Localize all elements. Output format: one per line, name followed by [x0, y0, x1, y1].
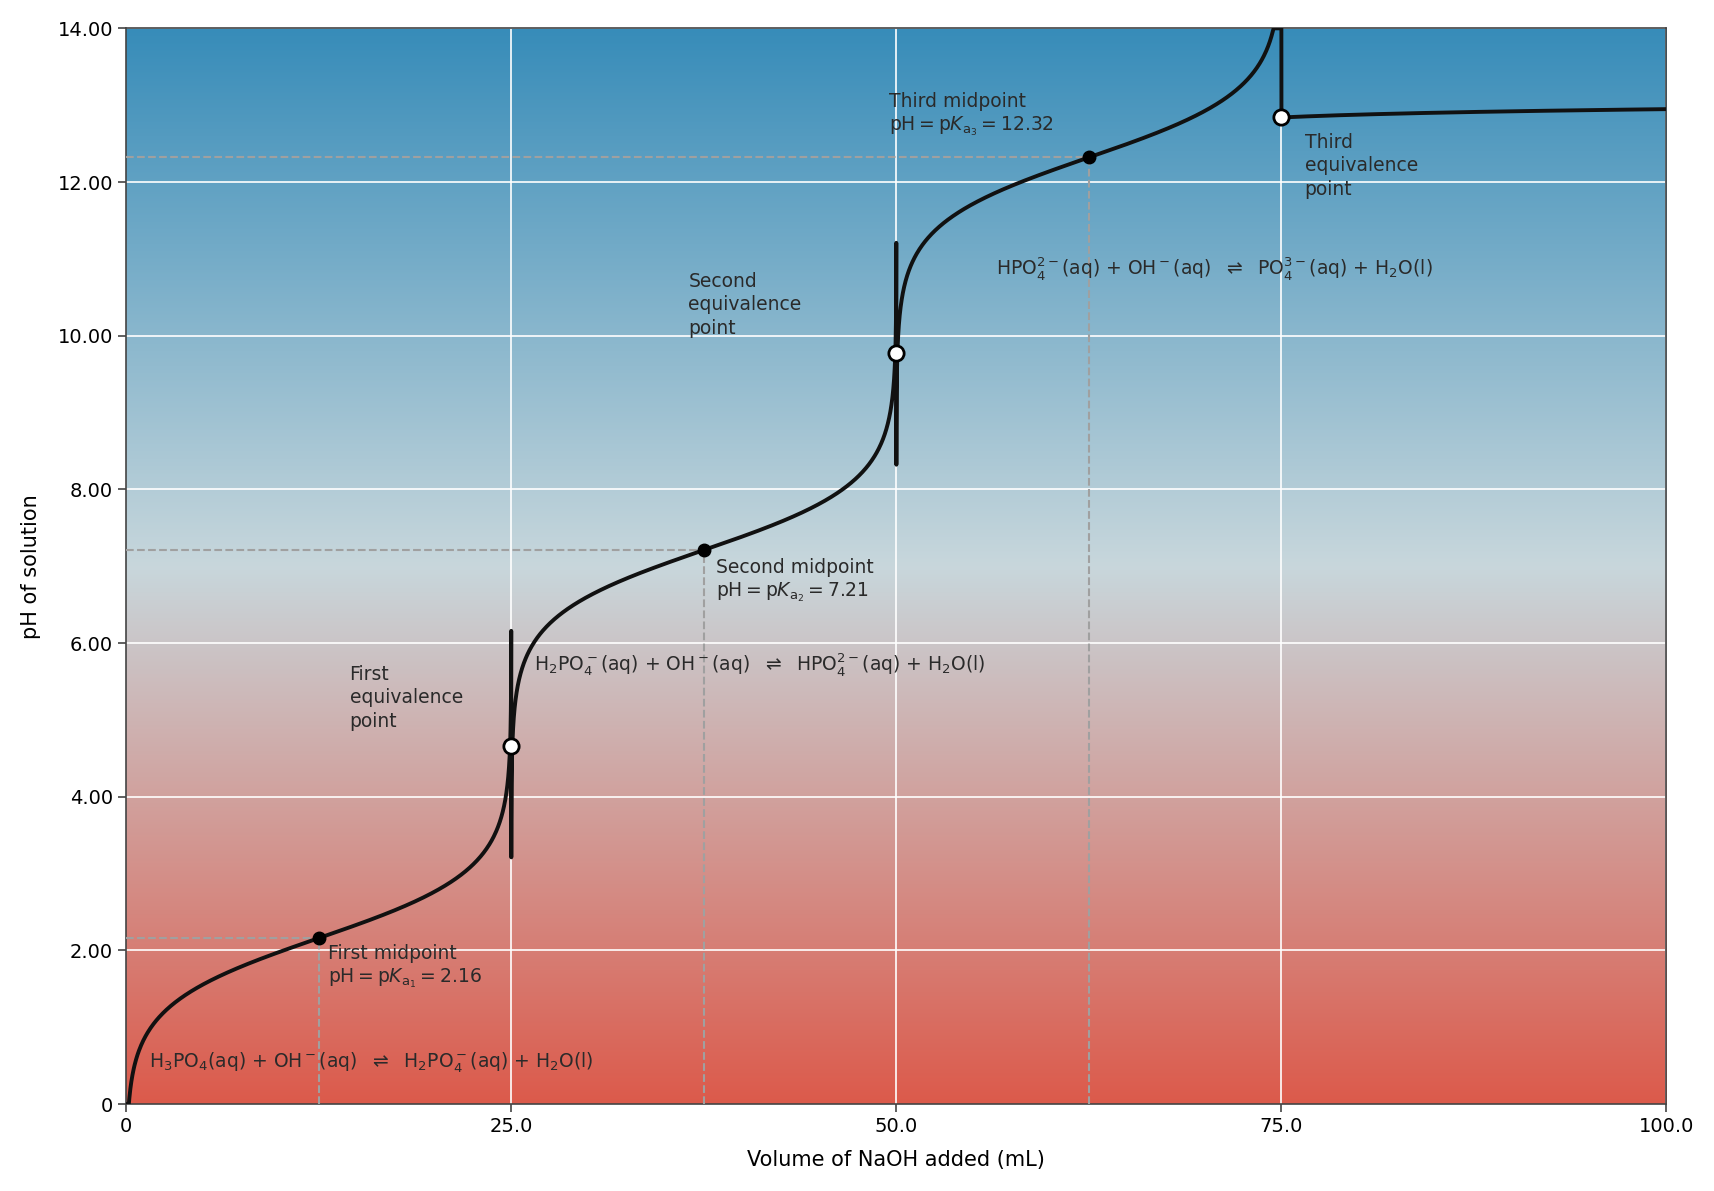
- Text: Third midpoint
$\mathrm{pH = p}\mathit{K}_{\mathrm{a}_3}\mathrm{ = 12.32}$: Third midpoint $\mathrm{pH = p}\mathit{K…: [888, 93, 1052, 138]
- Text: HPO$_4^{2-}$(aq) + OH$^-$(aq)  $\rightleftharpoons$  PO$_4^{3-}$(aq) + H$_2$O(l): HPO$_4^{2-}$(aq) + OH$^-$(aq) $\rightlef…: [996, 255, 1433, 282]
- Text: First midpoint
$\mathrm{pH = p}\mathit{K}_{\mathrm{a}_1}\mathrm{ = 2.16}$: First midpoint $\mathrm{pH = p}\mathit{K…: [327, 944, 482, 990]
- Text: H$_2$PO$_4^-$(aq) + OH$^-$(aq)  $\rightleftharpoons$  HPO$_4^{2-}$(aq) + H$_2$O(: H$_2$PO$_4^-$(aq) + OH$^-$(aq) $\rightle…: [535, 650, 986, 678]
- Y-axis label: pH of solution: pH of solution: [21, 494, 41, 638]
- Text: Third
equivalence
point: Third equivalence point: [1304, 133, 1417, 199]
- Text: H$_3$PO$_4$(aq) + OH$^-$(aq)  $\rightleftharpoons$  H$_2$PO$_4^-$(aq) + H$_2$O(l: H$_3$PO$_4$(aq) + OH$^-$(aq) $\rightleft…: [149, 1050, 593, 1075]
- Text: Second
equivalence
point: Second equivalence point: [687, 272, 800, 338]
- Text: Second midpoint
$\mathrm{pH = p}\mathit{K}_{\mathrm{a}_2}\mathrm{ = 7.21}$: Second midpoint $\mathrm{pH = p}\mathit{…: [716, 557, 874, 604]
- Text: First
equivalence
point: First equivalence point: [350, 665, 463, 730]
- X-axis label: Volume of NaOH added (mL): Volume of NaOH added (mL): [747, 1151, 1044, 1171]
